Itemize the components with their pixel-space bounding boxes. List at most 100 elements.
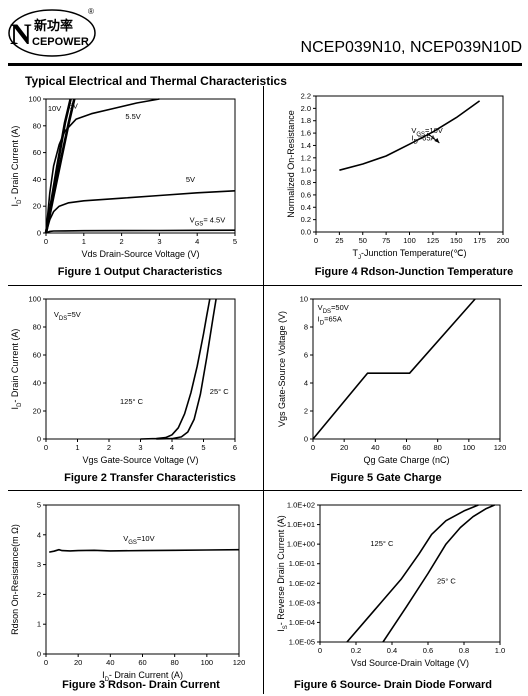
fig6-plot-frame [319,504,501,643]
fig3-y-tick-label: 3 [37,560,41,569]
fig2-x-tick-label: 4 [170,443,174,452]
fig1-x-tick-label: 1 [82,237,86,246]
fig3-x-tick-label: 20 [74,658,82,667]
fig4-series-0 [339,100,481,171]
fig3-x-tick-label: 100 [201,658,214,667]
fig2-label-1: 125° C [120,397,144,406]
fig5-x-tick-label: 100 [463,443,476,452]
fig1-label-0: 10V [48,104,61,113]
fig4-arrow-head [434,137,440,143]
fig6-y-tick-label: 1.0E+00 [287,540,315,549]
part-number-title: NCEP039N10, NCEP039N10D [300,39,522,56]
fig2-x-tick-label: 6 [233,443,237,452]
fig5-label-0: VDS=50V [318,303,349,315]
fig1-x-tick-label: 2 [120,237,124,246]
fig6-x-tick-label: 0 [318,646,322,655]
column-divider [263,86,264,694]
fig1-y-tick-label: 0 [37,229,41,238]
fig3-y-tick-label: 5 [37,501,41,510]
fig1-label-2: 5.5V [125,112,140,121]
fig4-x-tick-label: 25 [335,236,343,245]
fig4-y-axis-title: Normalized On-Resistance [286,110,296,218]
fig1-series-3 [45,190,236,234]
fig4-x-tick-label: 50 [359,236,367,245]
fig4-y-tick-label: 1.6 [301,129,311,138]
fig1-label-1: 6V [69,101,78,110]
fig5-x-tick-label: 40 [371,443,379,452]
fig2-y-tick-label: 100 [28,295,41,304]
fig6-x-tick-label: 0.2 [351,646,361,655]
fig4-caption: Figure 4 Rdson-Junction Temperature [315,266,513,278]
fig5-y-axis-title: Vgs Gate-Source Voltage (V) [277,311,287,427]
fig4-y-tick-label: 1.8 [301,116,311,125]
fig5-x-tick-label: 80 [433,443,441,452]
fig6-y-axis-title: IS- Reverse Drain Current (A) [276,515,289,632]
fig6-y-tick-label: 1.0E-01 [289,559,315,568]
fig3-y-tick-label: 1 [37,620,41,629]
fig3-plot-frame [45,504,240,655]
fig1-y-axis-title: ID- Drain Current (A) [10,126,23,207]
fig6-x-tick-label: 0.6 [423,646,433,655]
fig1-x-tick-label: 5 [233,237,237,246]
fig1-x-tick-label: 0 [44,237,48,246]
logo-text: CEPOWER [32,36,89,48]
fig4-y-tick-label: 2.2 [301,92,311,101]
fig5-y-tick-label: 2 [304,407,308,416]
fig3-x-tick-label: 120 [233,658,246,667]
fig2-y-axis-title: ID- Drain Current (A) [10,329,23,410]
fig2-x-tick-label: 1 [75,443,79,452]
fig5-y-tick-label: 4 [304,379,308,388]
fig1-x-tick-label: 4 [195,237,199,246]
row-divider-1 [8,285,522,286]
fig2-x-tick-label: 5 [201,443,205,452]
fig5-x-axis-title: Qg Gate Charge (nC) [363,455,449,465]
chart-fig5: 0 20 40 60 80 100 120 0 2 4 6 8 10 Qg Gate Charge (nC… [277,295,506,485]
fig4-y-tick-label: 0.4 [301,203,311,212]
chart-fig1: 0 1 2 3 4 5 0 20 40 60 80 100 Vds Drain-Source Volta… [10,95,237,279]
fig4-plot-frame [315,95,504,233]
fig4-x-axis-title: TJ-Junction Temperature(℃) [353,248,467,261]
fig4-label-1: ID=65A [411,134,435,146]
fig4-x-tick-label: 150 [450,236,463,245]
fig1-plot-frame [45,98,236,234]
fig5-x-tick-label: 0 [311,443,315,452]
fig3-caption: Figure 3 Rdson- Drain Current [62,679,220,691]
registered-mark: ® [88,7,94,16]
fig1-series-1 [44,98,72,234]
fig6-caption: Figure 6 Source- Drain Diode Forward [294,679,492,691]
fig2-x-tick-label: 0 [44,443,48,452]
fig3-y-tick-label: 2 [37,590,41,599]
fig6-y-tick-label: 1.0E-02 [289,579,315,588]
fig6-series-1 [382,504,495,643]
logo-letter: N [10,18,32,51]
fig1-y-tick-label: 20 [33,202,41,211]
fig6-x-tick-label: 1.0 [495,646,505,655]
fig5-y-tick-label: 8 [304,323,308,332]
fig1-y-tick-label: 100 [28,95,41,104]
fig3-x-tick-label: 80 [170,658,178,667]
fig1-y-tick-label: 80 [33,121,41,130]
fig6-label-1: 25° C [437,576,456,585]
fig5-caption: Figure 5 Gate Charge [330,472,441,484]
fig1-caption: Figure 1 Output Characteristics [58,266,222,278]
fig5-x-tick-label: 60 [402,443,410,452]
fig1-series-4 [45,229,236,234]
chart-fig3: 0 20 40 60 80 100 120 0 1 2 3 4 5 ID- Drain Current (… [10,501,245,692]
fig2-label-0: VDS=5V [54,310,81,322]
fig2-x-tick-label: 2 [107,443,111,452]
row-divider-2 [8,490,522,491]
fig3-y-tick-label: 0 [37,650,41,659]
fig6-y-tick-label: 1.0E-03 [289,598,315,607]
fig3-y-tick-label: 4 [37,530,41,539]
company-logo: N 新功率 CEPOWER ® [8,6,98,58]
chart-fig4: 0 25 50 75 100 125 150 175 200 0.0 0.2 0.4 0.6 0.8 1.0… [286,92,513,279]
logo-chinese: 新功率 [34,18,73,34]
fig4-y-tick-label: 1.4 [301,141,311,150]
fig4-x-tick-label: 175 [473,236,486,245]
fig1-y-tick-label: 60 [33,148,41,157]
fig6-y-tick-label: 1.0E+01 [287,520,315,529]
fig5-label-1: ID=65A [318,314,342,326]
fig5-y-tick-label: 10 [300,295,308,304]
fig3-x-axis-title: ID- Drain Current (A) [102,670,183,683]
fig2-y-tick-label: 80 [33,323,41,332]
